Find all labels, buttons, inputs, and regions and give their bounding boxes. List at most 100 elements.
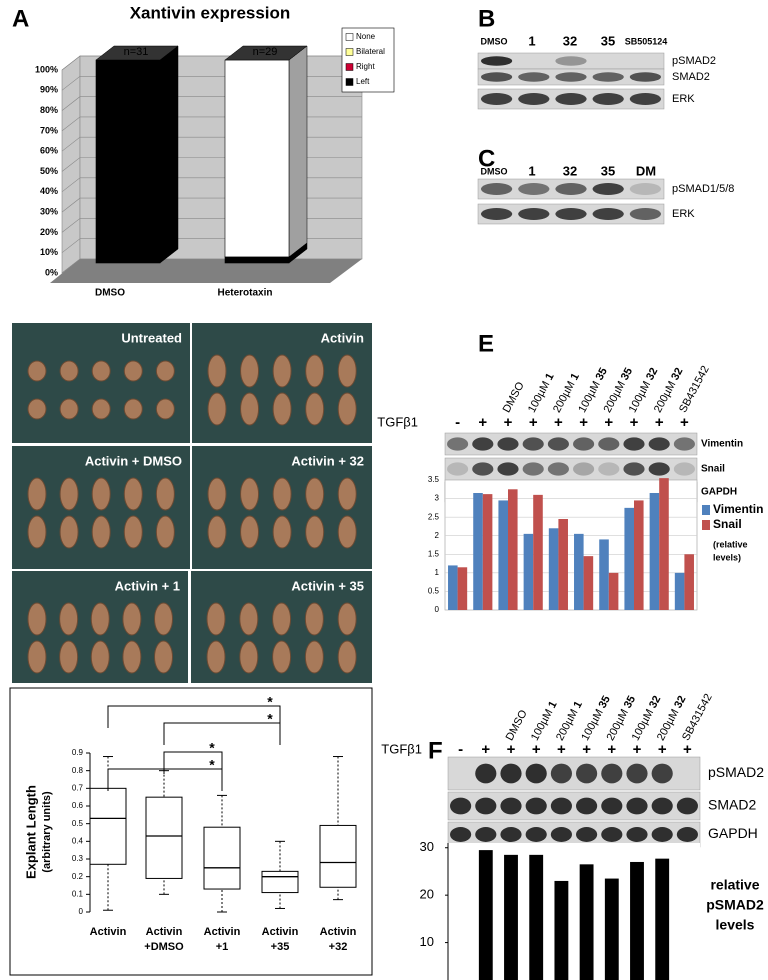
treatment-sign: + xyxy=(554,414,563,431)
bar xyxy=(579,864,594,980)
explant xyxy=(59,398,79,420)
bar-side xyxy=(288,45,308,258)
blot-band xyxy=(676,797,698,815)
x-tick-label: Activin xyxy=(146,926,183,938)
blot-band xyxy=(576,763,598,784)
legend-note: (relative xyxy=(713,539,748,549)
panel-letter: B xyxy=(478,5,495,32)
y-tick-label: 80% xyxy=(40,105,58,115)
blot-band xyxy=(555,56,587,66)
blot-band xyxy=(629,208,662,220)
y-tick-label: 20% xyxy=(40,227,58,237)
y-tick-label: 0% xyxy=(45,267,58,277)
bar xyxy=(529,854,544,980)
blot-band xyxy=(598,462,620,476)
lane-label-part: 32 xyxy=(672,694,688,710)
lane-label-part: 32 xyxy=(669,366,685,382)
photo-label: Activin + 1 xyxy=(115,578,180,593)
row-label: GAPDH xyxy=(708,825,758,841)
explant xyxy=(27,477,47,511)
legend-swatch xyxy=(702,520,710,530)
blot-band xyxy=(550,797,572,815)
explant xyxy=(272,354,292,388)
y-tick-label: 0.3 xyxy=(72,854,84,863)
explant xyxy=(337,640,357,674)
explant xyxy=(59,360,79,382)
blot-band xyxy=(497,462,519,476)
explant xyxy=(27,602,47,636)
x-tick-label: +1 xyxy=(216,941,229,953)
explant xyxy=(272,392,292,426)
lane-label: 32 xyxy=(563,163,577,178)
y-axis-label: relative xyxy=(710,877,759,893)
explant xyxy=(304,640,324,674)
panel-letter: A xyxy=(12,5,29,32)
y-tick-label: 0.7 xyxy=(72,783,84,792)
annotation: n=29 xyxy=(253,46,278,58)
bar xyxy=(448,565,458,610)
treatment-sign: + xyxy=(633,741,642,758)
box xyxy=(319,824,357,888)
box xyxy=(89,787,127,865)
significance-label: * xyxy=(209,740,215,756)
legend-label: Left xyxy=(356,77,370,86)
explant xyxy=(305,392,325,426)
lane-label: DMSO xyxy=(481,166,508,176)
explant xyxy=(206,640,226,674)
blot-band xyxy=(472,462,494,476)
explant xyxy=(337,392,357,426)
y-axis-label: levels xyxy=(716,917,755,933)
explant xyxy=(154,640,174,674)
bar xyxy=(624,507,634,610)
explant xyxy=(240,477,260,511)
blot-band xyxy=(555,183,587,195)
blot-band xyxy=(447,437,469,451)
blot-band xyxy=(573,437,595,451)
panel-letter: F xyxy=(428,737,443,764)
panel-letter: C xyxy=(478,145,495,172)
treatment-label: TGFβ1 xyxy=(381,741,422,756)
significance-label: * xyxy=(267,711,273,727)
photo-label: Activin + 35 xyxy=(291,578,364,593)
x-tick-label: DMSO xyxy=(95,288,125,299)
row-label: pSMAD2 xyxy=(672,55,716,67)
blot-band xyxy=(576,827,598,842)
y-tick-label: 30% xyxy=(40,206,58,216)
box xyxy=(261,870,299,894)
explant xyxy=(123,398,143,420)
explant xyxy=(90,640,110,674)
blot-band xyxy=(623,437,645,451)
y-tick-label: 10 xyxy=(420,934,434,949)
explant xyxy=(27,360,47,382)
blot-band xyxy=(450,797,472,815)
blot-band xyxy=(626,797,648,815)
blot-band xyxy=(480,208,513,220)
blot-band xyxy=(629,183,662,195)
blot-band xyxy=(518,72,550,82)
blot-band xyxy=(550,827,572,842)
row-label: pSMAD2 xyxy=(708,764,764,780)
significance-label: * xyxy=(209,757,215,773)
y-tick-label: 0.9 xyxy=(72,748,84,757)
bracket xyxy=(163,751,223,774)
y-tick-label: 2 xyxy=(435,531,440,540)
lane-label-part: 35 xyxy=(622,694,638,710)
significance-label: * xyxy=(267,694,273,710)
lane-label: SB505124 xyxy=(625,36,668,46)
photo-label: Activin + 32 xyxy=(291,453,364,468)
explant xyxy=(305,354,325,388)
explant xyxy=(59,477,79,511)
x-tick-label: Activin xyxy=(204,926,241,938)
y-tick-label: 0.6 xyxy=(72,801,84,810)
photo-label: Activin + DMSO xyxy=(85,453,182,468)
treatment-sign: + xyxy=(507,741,516,758)
blot-band xyxy=(525,763,547,784)
bracket xyxy=(107,705,281,728)
bar xyxy=(604,878,619,980)
lane-label: 35 xyxy=(601,33,615,48)
treatment-sign: - xyxy=(455,414,460,431)
y-tick-label: 60% xyxy=(40,146,58,156)
explant xyxy=(304,602,324,636)
blot-band xyxy=(518,208,550,220)
